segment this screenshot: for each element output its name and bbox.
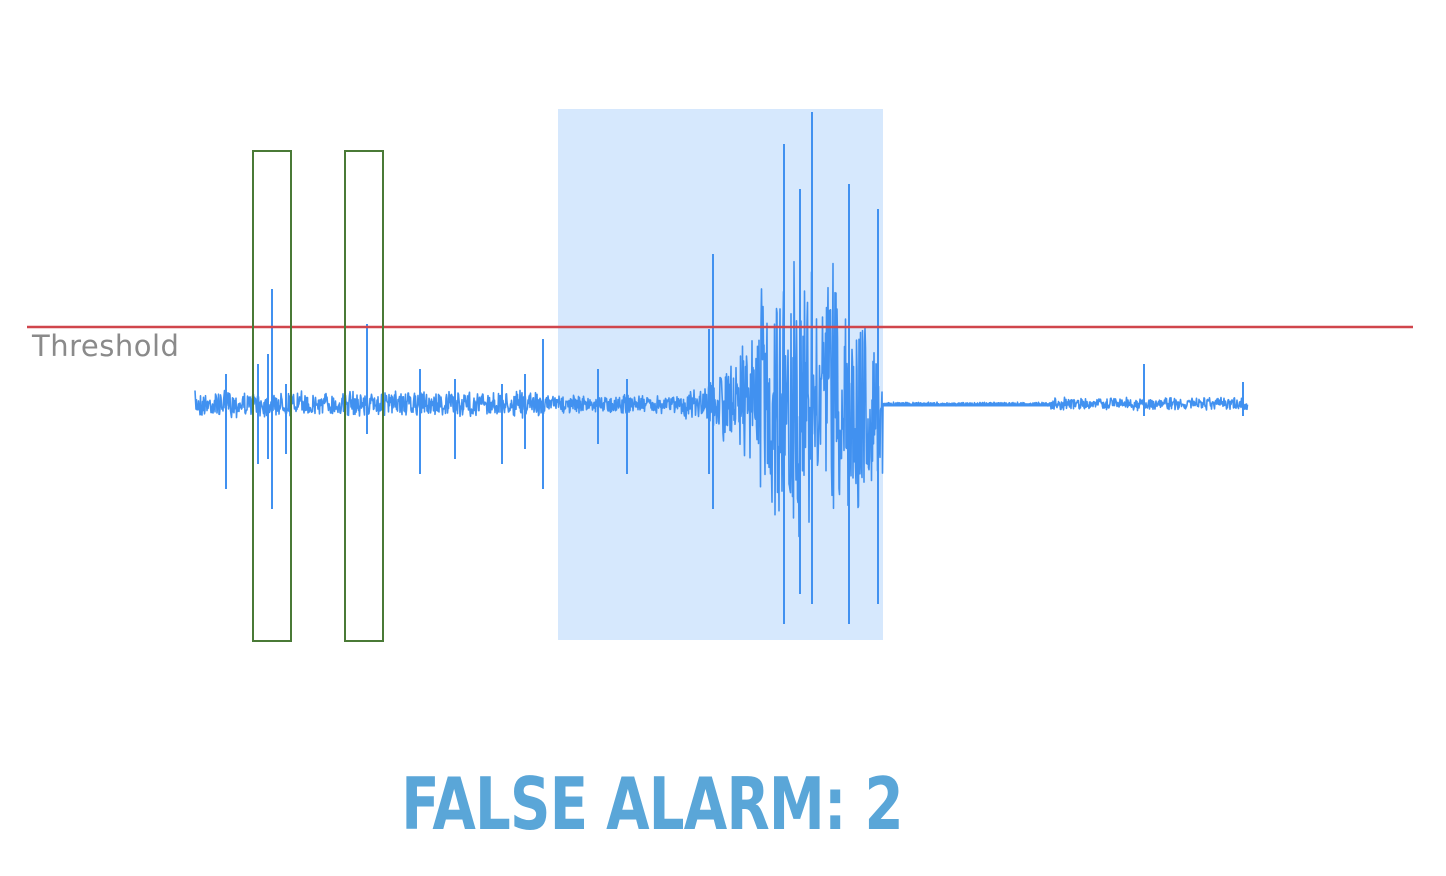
audio-waveform [194, 112, 1249, 624]
threshold-label: Threshold [32, 329, 180, 363]
false-alarm-box-1 [252, 150, 292, 642]
false-alarm-box-2 [344, 150, 384, 642]
waveform-trace [194, 260, 1249, 538]
false-alarm-caption: FALSE ALARM: 2 [401, 762, 903, 846]
